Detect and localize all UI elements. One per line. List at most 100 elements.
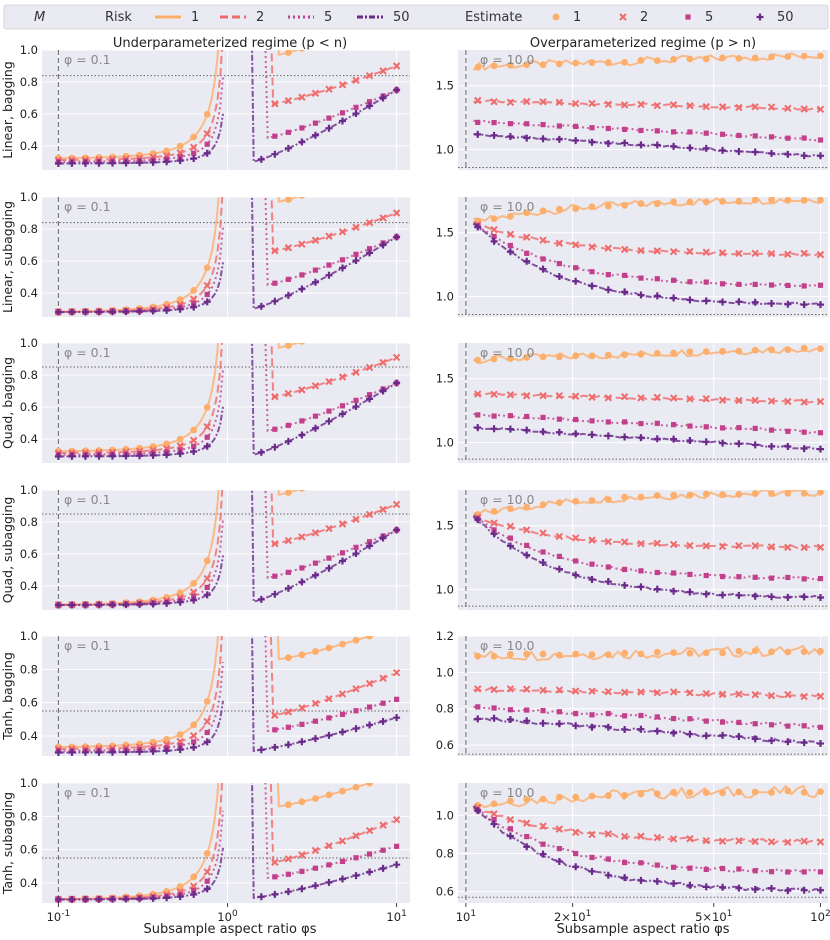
risk-curve-m1 bbox=[473, 490, 821, 515]
estimate-m5 bbox=[719, 131, 726, 137]
estimate-m5 bbox=[638, 568, 644, 574]
estimate-m5 bbox=[654, 862, 660, 868]
estimate-m50 bbox=[163, 599, 171, 607]
estimate-m50 bbox=[621, 874, 629, 882]
estimate-m5 bbox=[326, 862, 332, 868]
estimate-m5 bbox=[687, 571, 693, 578]
estimate-m50 bbox=[81, 452, 89, 460]
estimate-m2 bbox=[523, 819, 531, 827]
estimate-m2 bbox=[325, 232, 333, 240]
estimate-m50 bbox=[298, 578, 306, 586]
estimate-m50 bbox=[555, 565, 563, 573]
estimate-m50 bbox=[136, 452, 144, 460]
estimate-m1 bbox=[768, 197, 775, 203]
panel-plot-area bbox=[458, 343, 828, 463]
estimate-m2 bbox=[800, 105, 808, 113]
estimate-m5 bbox=[272, 426, 278, 432]
estimate-m50 bbox=[490, 714, 498, 722]
estimate-m1 bbox=[784, 648, 792, 656]
panel-background bbox=[42, 50, 410, 170]
estimate-m5 bbox=[285, 422, 291, 428]
estimate-m1 bbox=[366, 783, 373, 787]
estimate-m50 bbox=[719, 439, 727, 447]
estimate-m50 bbox=[271, 150, 279, 158]
estimate-m50 bbox=[474, 807, 482, 815]
estimate-m2 bbox=[718, 837, 727, 845]
estimate-m2 bbox=[203, 574, 211, 583]
estimate-m1 bbox=[284, 654, 292, 662]
legend-box bbox=[3, 4, 829, 30]
estimate-m5 bbox=[703, 572, 709, 579]
estimate-m50 bbox=[686, 881, 694, 889]
estimate-m2 bbox=[271, 100, 279, 108]
estimate-m1 bbox=[588, 59, 596, 66]
estimate-m5 bbox=[299, 868, 305, 874]
estimate-m1 bbox=[768, 53, 775, 61]
estimate-m5 bbox=[191, 739, 197, 745]
estimate-m1 bbox=[735, 197, 743, 205]
estimate-m2 bbox=[702, 102, 710, 111]
panel-background bbox=[458, 783, 828, 903]
risk-curve-m5 bbox=[473, 806, 821, 874]
estimate-m5 bbox=[719, 281, 726, 287]
risk-curve-m2-over bbox=[270, 490, 394, 546]
estimate-m50 bbox=[122, 452, 130, 460]
estimate-m1 bbox=[312, 480, 319, 487]
estimate-m50 bbox=[393, 714, 401, 722]
estimate-m5 bbox=[366, 99, 373, 105]
estimate-m50 bbox=[190, 890, 198, 898]
estimate-m50 bbox=[163, 306, 171, 314]
estimate-m50 bbox=[800, 593, 808, 601]
estimate-m1 bbox=[670, 349, 677, 357]
estimate-m50 bbox=[555, 135, 563, 143]
estimate-m2 bbox=[604, 394, 613, 402]
estimate-m50 bbox=[523, 717, 531, 725]
estimate-m2 bbox=[352, 685, 360, 693]
estimate-m2 bbox=[702, 395, 710, 403]
estimate-m5 bbox=[507, 535, 513, 541]
estimate-m1 bbox=[555, 793, 563, 801]
estimate-m5 bbox=[191, 887, 197, 894]
estimate-m2 bbox=[284, 244, 293, 252]
estimate-m5 bbox=[285, 276, 291, 282]
estimate-m1 bbox=[768, 490, 775, 497]
estimate-m5 bbox=[785, 574, 791, 581]
estimate-m1 bbox=[670, 55, 677, 63]
estimate-m50 bbox=[176, 746, 184, 754]
estimate-m2 bbox=[506, 685, 515, 693]
estimate-m50 bbox=[719, 591, 727, 599]
estimate-m2 bbox=[686, 541, 694, 550]
estimate-m5 bbox=[801, 723, 807, 729]
estimate-m1 bbox=[751, 647, 759, 655]
estimate-m50 bbox=[352, 257, 360, 265]
estimate-m5 bbox=[285, 569, 291, 575]
estimate-m1 bbox=[768, 789, 775, 796]
estimate-m2 bbox=[735, 690, 743, 698]
estimate-m1 bbox=[800, 490, 808, 497]
estimate-m50 bbox=[379, 717, 387, 725]
estimate-m1 bbox=[539, 650, 547, 658]
estimate-m1 bbox=[653, 57, 661, 65]
x-tick-label: 5×101 bbox=[695, 909, 732, 924]
estimate-m1 bbox=[735, 788, 743, 796]
estimate-m2 bbox=[365, 218, 374, 227]
estimate-m5 bbox=[177, 447, 183, 453]
estimate-m50 bbox=[735, 147, 743, 155]
estimate-m50 bbox=[311, 278, 319, 286]
estimate-m1 bbox=[621, 58, 629, 66]
estimate-m2 bbox=[735, 541, 743, 550]
estimate-m2 bbox=[604, 688, 613, 696]
estimate-m2 bbox=[523, 526, 531, 534]
y-tick-label: 0.4 bbox=[20, 286, 38, 300]
estimate-m2 bbox=[571, 99, 580, 108]
estimate-m1 bbox=[702, 55, 710, 63]
estimate-m50 bbox=[163, 451, 171, 459]
risk-curve-m5 bbox=[473, 412, 821, 434]
estimate-m2 bbox=[352, 515, 360, 524]
estimate-m5 bbox=[272, 573, 278, 579]
phi-annotation: φ = 10.0 bbox=[480, 345, 535, 360]
panel-plot-area bbox=[42, 343, 410, 463]
estimate-m1 bbox=[588, 792, 596, 800]
estimate-m2 bbox=[784, 543, 792, 552]
risk-curve-m50 bbox=[472, 805, 821, 893]
